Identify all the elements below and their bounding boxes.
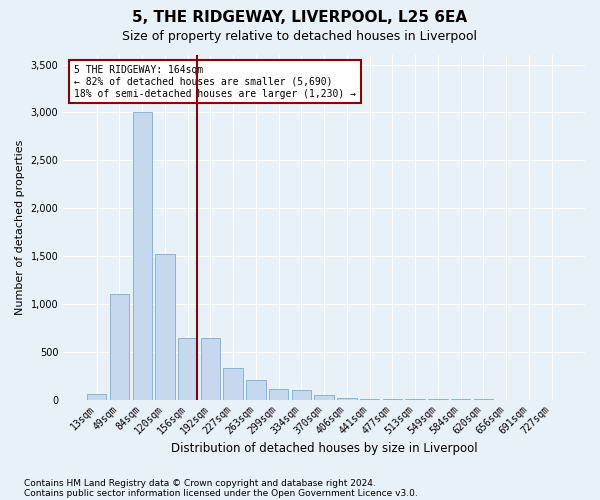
Bar bbox=[269, 389, 289, 400]
Text: 5 THE RIDGEWAY: 164sqm
← 82% of detached houses are smaller (5,690)
18% of semi-: 5 THE RIDGEWAY: 164sqm ← 82% of detached… bbox=[74, 66, 356, 98]
Bar bbox=[360, 398, 379, 400]
Text: Contains HM Land Registry data © Crown copyright and database right 2024.: Contains HM Land Registry data © Crown c… bbox=[24, 478, 376, 488]
Bar bbox=[292, 390, 311, 400]
Bar bbox=[246, 380, 266, 400]
Bar bbox=[314, 396, 334, 400]
Bar bbox=[110, 294, 129, 400]
Text: 5, THE RIDGEWAY, LIVERPOOL, L25 6EA: 5, THE RIDGEWAY, LIVERPOOL, L25 6EA bbox=[133, 10, 467, 25]
Y-axis label: Number of detached properties: Number of detached properties bbox=[15, 140, 25, 315]
Bar bbox=[155, 254, 175, 400]
Bar bbox=[178, 338, 197, 400]
X-axis label: Distribution of detached houses by size in Liverpool: Distribution of detached houses by size … bbox=[171, 442, 478, 455]
Bar bbox=[223, 368, 243, 400]
Bar bbox=[87, 394, 106, 400]
Text: Contains public sector information licensed under the Open Government Licence v3: Contains public sector information licen… bbox=[24, 488, 418, 498]
Bar bbox=[133, 112, 152, 400]
Bar bbox=[201, 338, 220, 400]
Text: Size of property relative to detached houses in Liverpool: Size of property relative to detached ho… bbox=[122, 30, 478, 43]
Bar bbox=[337, 398, 356, 400]
